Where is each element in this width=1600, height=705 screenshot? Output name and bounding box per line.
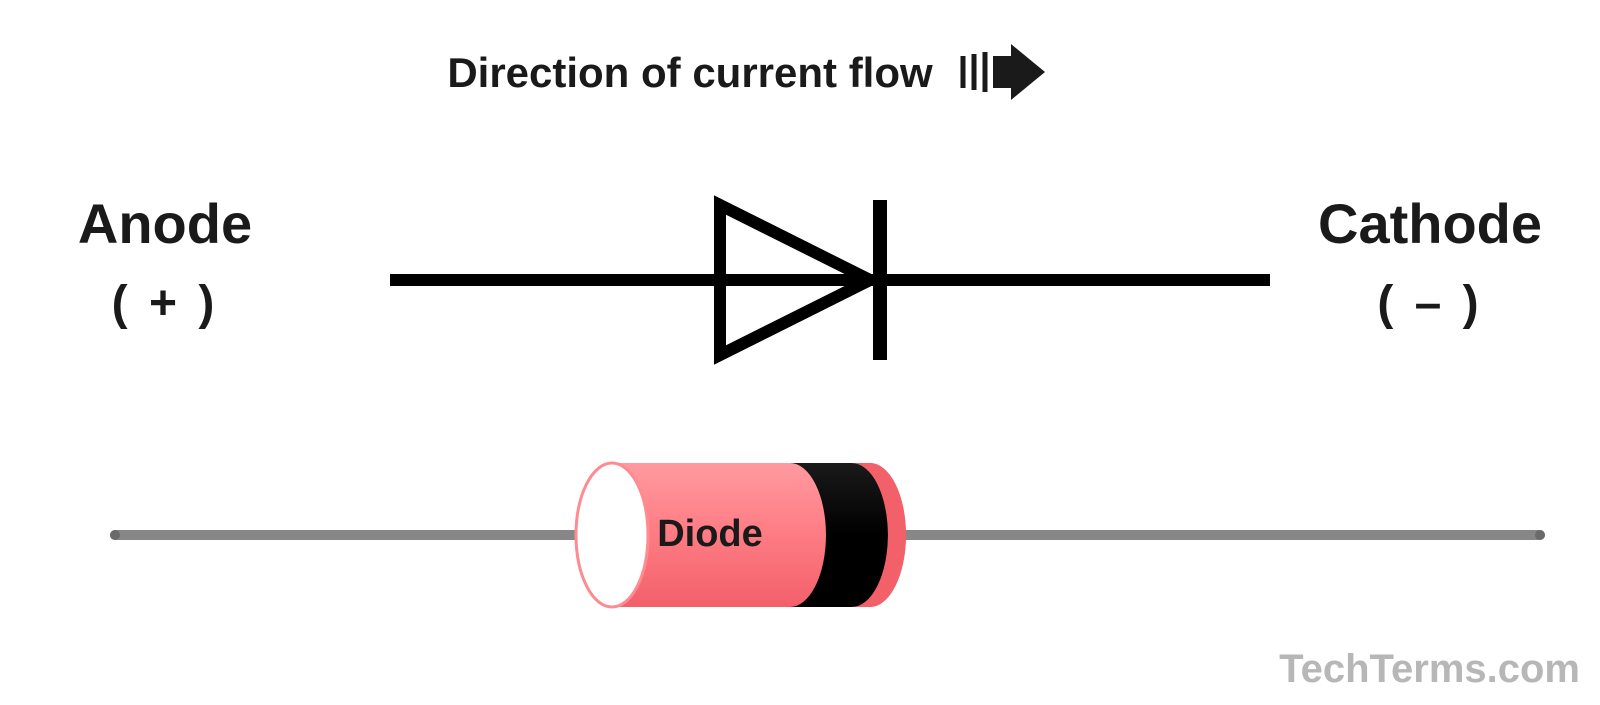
diagram-svg	[0, 0, 1600, 705]
anode-label: Anode ( + )	[40, 190, 290, 333]
cathode-label: Cathode ( – )	[1290, 190, 1570, 333]
watermark-text: TechTerms.com	[1279, 647, 1580, 691]
diode-schematic-icon	[390, 200, 1270, 360]
diode-label-text: Diode	[657, 513, 763, 555]
anode-sign: ( + )	[40, 275, 290, 333]
flow-arrow-icon	[963, 44, 1045, 100]
diode-component-label: Diode	[630, 512, 790, 558]
diode-component-icon	[110, 463, 1545, 607]
anode-text: Anode	[40, 190, 290, 257]
cathode-sign: ( – )	[1290, 275, 1570, 333]
watermark: TechTerms.com	[1279, 645, 1580, 693]
cathode-text: Cathode	[1290, 190, 1570, 257]
